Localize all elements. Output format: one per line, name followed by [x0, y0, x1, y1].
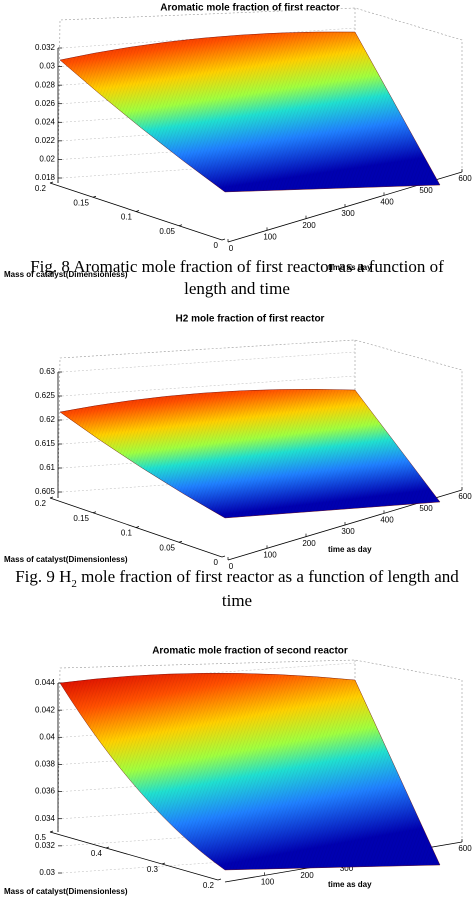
z-tick-label: 0.034	[35, 814, 56, 823]
x-tick-label: 600	[458, 174, 472, 183]
z-tick-label: 0.018	[35, 173, 56, 182]
caption: Fig. 8 Aromatic mole fraction of first r…	[30, 257, 444, 276]
z-tick-label: 0.615	[35, 439, 56, 448]
y-tick-label: 0.15	[73, 514, 89, 523]
z-grid	[61, 351, 356, 373]
z-tick-label: 0.042	[35, 705, 56, 714]
z-tick-label: 0.62	[39, 415, 55, 424]
z-tick-label: 0.03	[39, 62, 55, 71]
surface-mesh	[60, 389, 440, 518]
y-tick	[178, 540, 183, 543]
x-axis-label: time as day	[328, 545, 372, 554]
figure: Aromatic mole fraction of second reactor…	[4, 646, 472, 896]
y-tick	[49, 181, 54, 184]
x-tick-label: 0	[229, 562, 234, 571]
z-tick-label: 0.044	[35, 678, 56, 687]
y-tick	[92, 195, 97, 198]
z-tick-label: 0.605	[35, 487, 56, 496]
z-tick-label: 0.032	[35, 43, 56, 52]
y-tick-label: 0.05	[159, 227, 175, 236]
y-tick-label: 0	[214, 558, 219, 567]
y-axis-label: Mass of catalyst(Dimensionless)	[4, 555, 128, 564]
y-tick	[221, 555, 226, 558]
x-tick-label: 300	[341, 527, 355, 536]
caption: Fig. 9 H2 mole fraction of first reactor…	[15, 567, 459, 590]
x-tick-label: 100	[263, 550, 277, 559]
y-axis-label: Mass of catalyst(Dimensionless)	[4, 270, 128, 279]
y-tick	[135, 210, 140, 212]
y-tick-label: 0.3	[147, 865, 159, 874]
x-tick-label: 300	[340, 864, 354, 873]
x-tick-label: 200	[302, 221, 316, 230]
caption-line-2: time	[222, 591, 252, 610]
figure-title: H2 mole fraction of first reactor	[176, 314, 325, 325]
x-tick-label: 500	[419, 504, 433, 513]
x-tick-label: 0	[229, 244, 234, 253]
z-tick-label: 0.024	[35, 117, 56, 126]
z-tick-label: 0.02	[39, 155, 55, 164]
x-axis-label: time as day	[328, 263, 372, 272]
y-tick-label: 0.1	[121, 213, 133, 222]
z-grid	[61, 27, 356, 49]
x-tick-label: 400	[380, 515, 394, 524]
y-tick-label: 0.4	[91, 849, 103, 858]
z-tick-label: 0.625	[35, 391, 56, 400]
z-tick-label: 0.022	[35, 136, 56, 145]
y-tick-label: 0.5	[35, 833, 47, 842]
z-tick-label: 0.036	[35, 787, 56, 796]
x-tick-label: 500	[419, 186, 433, 195]
y-tick	[92, 511, 97, 514]
figure: H2 mole fraction of first reactor 0.63 0.6…	[4, 314, 472, 610]
z-tick-label: 0.61	[39, 463, 55, 472]
caption-line-2: length and time	[184, 279, 290, 298]
surface-mesh	[60, 673, 440, 870]
figure: Aromatic mole fraction of first reactor 0…	[4, 3, 472, 298]
y-tick	[135, 526, 140, 528]
y-tick-label: 0.05	[159, 543, 175, 552]
y-tick	[49, 496, 54, 499]
y-axis-label: Mass of catalyst(Dimensionless)	[4, 887, 128, 896]
surface-mesh	[60, 31, 440, 192]
x-tick-label: 200	[300, 871, 314, 880]
y-tick-label: 0.15	[73, 198, 89, 207]
x-tick-label: 400	[380, 197, 394, 206]
box-frame	[57, 7, 463, 184]
x-tick-label: 100	[261, 877, 275, 886]
z-tick-label: 0.63	[39, 367, 55, 376]
y-tick-label: 0.1	[121, 529, 133, 538]
caption-text: mole fraction of first reactor as a func…	[77, 567, 459, 586]
x-tick-label: 300	[341, 209, 355, 218]
y-tick	[221, 238, 226, 241]
z-tick-label: 0.04	[39, 732, 55, 741]
y-tick	[161, 862, 166, 865]
x-axis-label: time as day	[328, 880, 372, 889]
z-tick-label: 0.032	[35, 841, 56, 850]
caption-sub: 2	[71, 578, 77, 590]
y-tick-label: 0.2	[35, 184, 47, 193]
x-tick-label: 200	[302, 539, 316, 548]
x-tick-label: 600	[458, 844, 472, 853]
y-tick	[178, 224, 183, 227]
z-tick-label: 0.038	[35, 760, 56, 769]
y-axis	[49, 831, 219, 881]
y-tick-label: 0.2	[203, 881, 215, 890]
z-tick-label: 0.028	[35, 80, 56, 89]
z-grid	[61, 375, 356, 397]
y-tick	[105, 846, 110, 849]
z-tick-label: 0.026	[35, 99, 56, 108]
y-tick-label: 0	[214, 241, 219, 250]
y-tick	[49, 830, 54, 833]
figure-title: Aromatic mole fraction of first reactor	[160, 3, 340, 14]
y-tick-label: 0.2	[35, 499, 47, 508]
x-tick-label: 100	[263, 232, 277, 241]
y-tick	[217, 878, 222, 881]
caption-text: Fig. 9 H	[15, 567, 71, 586]
z-tick-label: 0.03	[39, 868, 55, 877]
figure-title: Aromatic mole fraction of second reactor	[152, 646, 348, 657]
x-tick-label: 600	[458, 492, 472, 501]
